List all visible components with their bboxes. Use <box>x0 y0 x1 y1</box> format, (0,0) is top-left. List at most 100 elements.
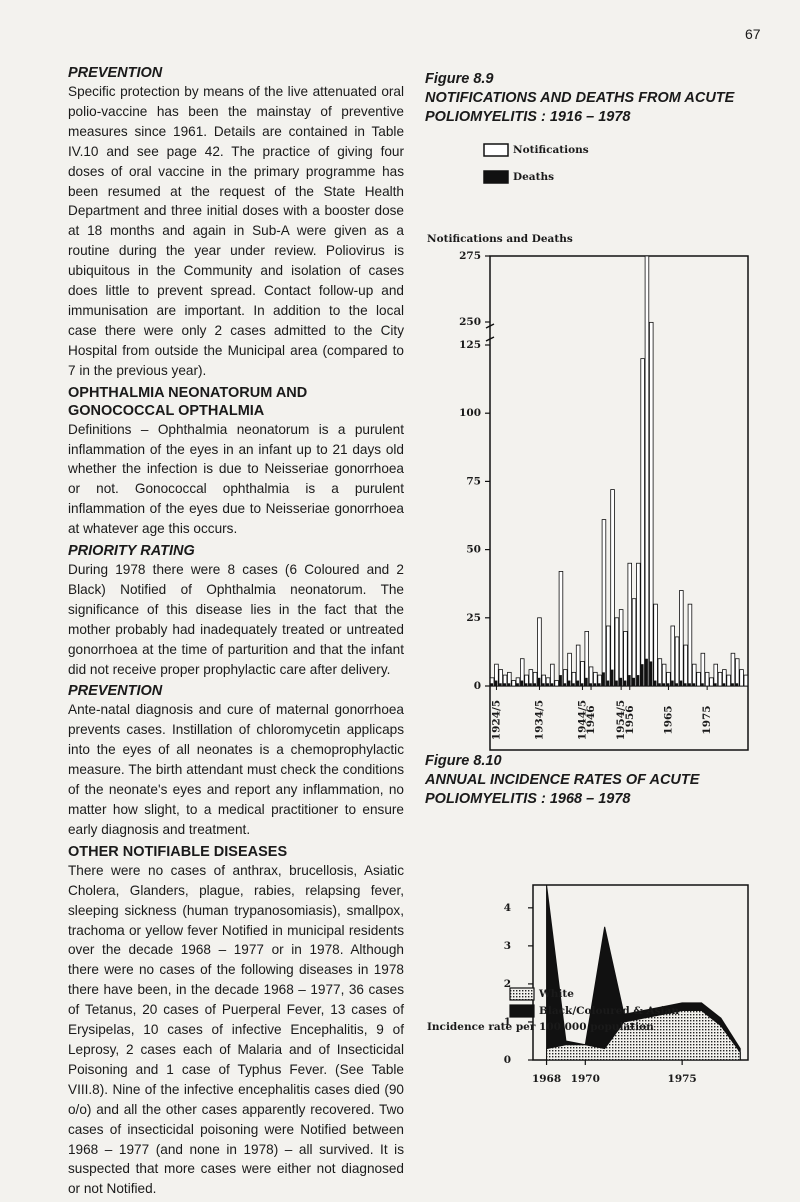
notification-bar <box>588 666 594 687</box>
notification-bar <box>717 671 723 687</box>
death-bar <box>628 675 631 686</box>
section-heading: PRIORITY RATING <box>68 543 195 560</box>
death-bar <box>576 680 580 686</box>
death-bar <box>537 677 541 686</box>
death-bar <box>679 680 683 686</box>
x-tick-label: 1954/5 <box>615 700 627 740</box>
death-bar <box>688 683 691 686</box>
notification-bar <box>558 571 564 687</box>
death-bar <box>701 683 704 686</box>
section-heading: OTHER NOTIFIABLE DISEASES <box>68 843 288 860</box>
notification-bar <box>627 562 633 687</box>
death-bar <box>619 677 623 686</box>
death-bar <box>671 680 674 686</box>
death-bar <box>615 680 618 686</box>
tick-label: 3 <box>504 940 511 952</box>
death-bar <box>735 683 739 686</box>
death-bar <box>524 683 528 686</box>
x-tick-label: 1965 <box>662 705 674 734</box>
death-bar <box>533 683 537 686</box>
death-bar <box>610 669 614 686</box>
notification-bar <box>661 663 667 687</box>
notification-bar <box>700 652 706 687</box>
y-axis-label: Incidence rate per 100 000 population <box>427 1021 654 1033</box>
x-tick-label: 1944/5 <box>576 700 588 740</box>
figure-label: Figure 8.10 <box>425 753 502 769</box>
area <box>546 1010 741 1061</box>
axis-break <box>485 323 495 342</box>
death-bar <box>490 683 494 686</box>
x-tick-label: 1975 <box>701 705 713 734</box>
notification-bar <box>644 255 650 687</box>
legend-swatch <box>483 170 509 184</box>
figure-label: Figure 8.9 <box>425 71 494 87</box>
legend-swatch <box>509 987 535 1001</box>
tick-label: 100 <box>459 407 481 419</box>
notification-bar <box>670 625 676 687</box>
death-bar <box>675 683 678 686</box>
notification-bar <box>550 663 555 687</box>
paragraph: Ante-natal diagnosis and cure of materna… <box>68 702 404 837</box>
tick-label: 25 <box>466 612 481 624</box>
death-bar <box>641 664 644 686</box>
death-bar <box>684 683 687 686</box>
notification-bar <box>730 652 736 687</box>
death-bar <box>580 683 584 686</box>
death-bar <box>567 680 571 686</box>
notification-bar <box>610 489 615 687</box>
death-bar <box>598 683 601 686</box>
notification-bar <box>735 658 740 687</box>
tick-label: 1 <box>504 1016 511 1028</box>
notification-bar <box>511 680 516 687</box>
section-heading: OPHTHALMIA NEONATORUM AND GONOCOCCAL OPT… <box>68 384 308 419</box>
paragraph: Specific protection by means of the live… <box>68 84 404 378</box>
notification-bar <box>704 671 710 687</box>
death-bar <box>645 658 648 686</box>
notification-bar <box>679 590 684 687</box>
death-bar <box>731 683 734 686</box>
notification-bar <box>636 562 641 687</box>
death-bar <box>714 683 717 686</box>
text-column: PREVENTION Specific protection by means o… <box>68 64 404 1202</box>
death-bar <box>563 683 567 686</box>
death-bar <box>649 661 653 686</box>
tick-label: 0 <box>474 680 481 692</box>
notification-bar <box>537 617 542 687</box>
notification-bar <box>640 358 645 687</box>
notification-bar <box>657 658 663 687</box>
notification-bar <box>726 674 731 687</box>
notification-bar <box>713 663 719 687</box>
legend-label: Notifications <box>513 144 589 156</box>
notification-bar <box>606 625 611 687</box>
notification-bar <box>580 661 585 687</box>
paragraph: Definitions – Ophthalmia neonatorum is a… <box>68 421 404 537</box>
paragraph: There were no cases of anthrax, brucello… <box>68 862 404 1197</box>
tick-label: 1970 <box>571 1073 600 1085</box>
x-tick-label: 1924/5 <box>490 700 502 740</box>
notification-bar <box>649 321 654 687</box>
notification-bar <box>575 644 581 687</box>
death-bar <box>494 680 498 686</box>
death-bar <box>516 683 519 686</box>
death-bar <box>546 683 549 686</box>
death-bar <box>593 683 597 686</box>
notification-bar <box>674 636 680 687</box>
notification-bar <box>601 519 607 687</box>
y-axis-label: Notifications and Deaths <box>427 233 573 245</box>
tick-label: 275 <box>459 250 481 262</box>
paragraph: During 1978 there were 8 cases (6 Colour… <box>68 562 404 677</box>
notification-bar <box>743 674 749 687</box>
death-bar <box>623 680 627 686</box>
notification-bar <box>623 631 628 687</box>
death-bar <box>692 683 696 686</box>
death-bar <box>503 683 506 686</box>
death-bar <box>632 677 635 686</box>
notification-bar <box>687 603 693 687</box>
death-bar <box>636 675 640 686</box>
x-tick-label: 1934/5 <box>533 700 545 740</box>
death-bar <box>589 683 592 686</box>
death-bar <box>722 683 726 686</box>
legend-label: Black/Coloured & Asian <box>539 1005 679 1017</box>
tick-label: 125 <box>459 339 481 351</box>
